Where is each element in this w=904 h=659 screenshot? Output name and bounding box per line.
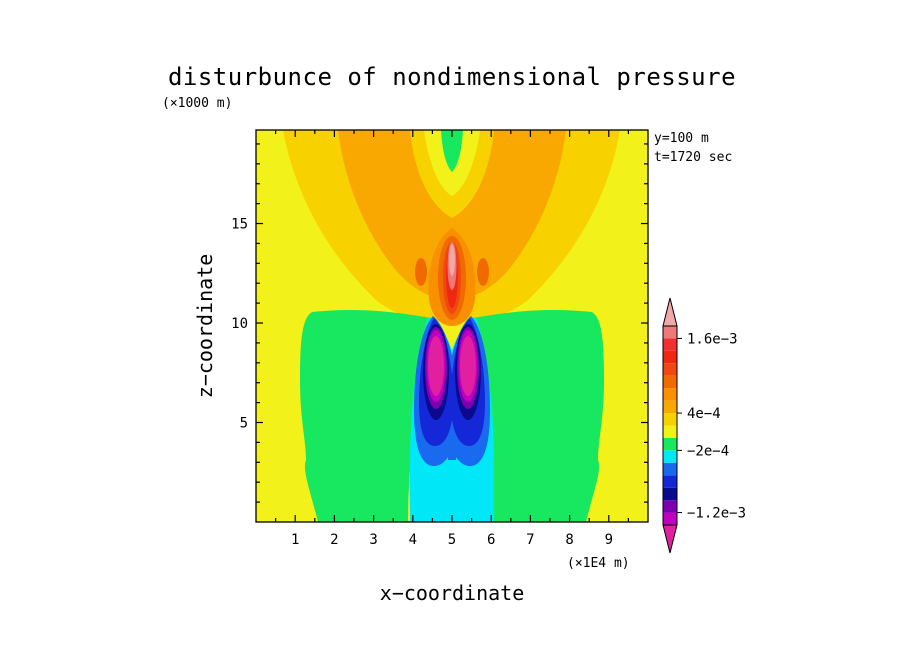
colorbar-band — [663, 375, 677, 389]
colorbar-frame — [662, 325, 678, 526]
colorbar-band — [663, 388, 677, 401]
x-axis-label: x−coordinate — [380, 581, 525, 605]
contour-top-min — [441, 130, 463, 172]
colorbar-band — [663, 338, 677, 351]
x-tick-label: 3 — [369, 532, 377, 548]
colorbar-labels: 1.6e−3 4e−4 −2e−4 −1.2e−3 — [677, 331, 746, 522]
colorbar-band — [663, 326, 677, 339]
y-tick-labels: 5 10 15 — [231, 217, 248, 432]
colorbar-band — [663, 475, 677, 488]
x-tick-label: 7 — [526, 532, 534, 548]
y-tick-label: 10 — [231, 316, 248, 332]
colorbar-bottom-triangle — [662, 524, 678, 554]
colorbar-band — [663, 413, 677, 426]
colorbar-band — [663, 487, 677, 501]
x-tick-label: 4 — [409, 532, 417, 548]
colorbar-band — [663, 350, 677, 364]
contour-lateral-low-left — [300, 309, 432, 522]
colorbar-tick-label: −2e−4 — [687, 443, 729, 459]
colorbar-band — [663, 450, 677, 463]
colorbar-band — [663, 425, 677, 438]
colorbar-top-triangle — [662, 297, 678, 327]
colorbar-band — [663, 512, 677, 525]
colorbar-band — [663, 462, 677, 476]
x-tick-label: 1 — [291, 532, 299, 548]
x-tick-label: 8 — [565, 532, 573, 548]
chart-title: disturbunce of nondimensional pressure — [168, 63, 736, 91]
y-tick-label: 5 — [240, 416, 248, 432]
axis-ticks — [256, 130, 648, 522]
y-tick-label: 15 — [231, 217, 248, 233]
x-tick-labels: 1 2 3 4 5 6 7 8 9 — [291, 532, 613, 548]
x-tick-label: 9 — [605, 532, 613, 548]
contour-side-lobe-left — [415, 258, 427, 286]
x-tick-label: 6 — [487, 532, 495, 548]
contour-side-lobe-right — [477, 258, 489, 286]
y-axis-label: z−coordinate — [193, 254, 217, 399]
x-tick-label: 2 — [330, 532, 338, 548]
colorbar-band — [663, 500, 677, 513]
colorbar-tick-label: 1.6e−3 — [687, 331, 738, 347]
colorbar-tick-label: −1.2e−3 — [687, 506, 746, 522]
colorbar — [662, 297, 678, 554]
contour-upper-core-5 — [449, 244, 455, 276]
colorbar-band — [663, 400, 677, 414]
contour-left-min-6 — [428, 336, 444, 396]
contour-lateral-low-right — [472, 309, 604, 522]
x-tick-label: 5 — [448, 532, 456, 548]
x-scale-note: (×1E4 m) — [567, 556, 630, 571]
annotation-time: t=1720 sec — [654, 150, 732, 165]
contour-field — [256, 130, 648, 522]
colorbar-tick-label: 4e−4 — [687, 406, 721, 422]
colorbar-band — [663, 437, 677, 451]
annotation-y-position: y=100 m — [654, 131, 709, 146]
contour-right-min-6 — [460, 336, 476, 396]
colorbar-band — [663, 363, 677, 376]
y-scale-note: (×1000 m) — [162, 96, 232, 111]
